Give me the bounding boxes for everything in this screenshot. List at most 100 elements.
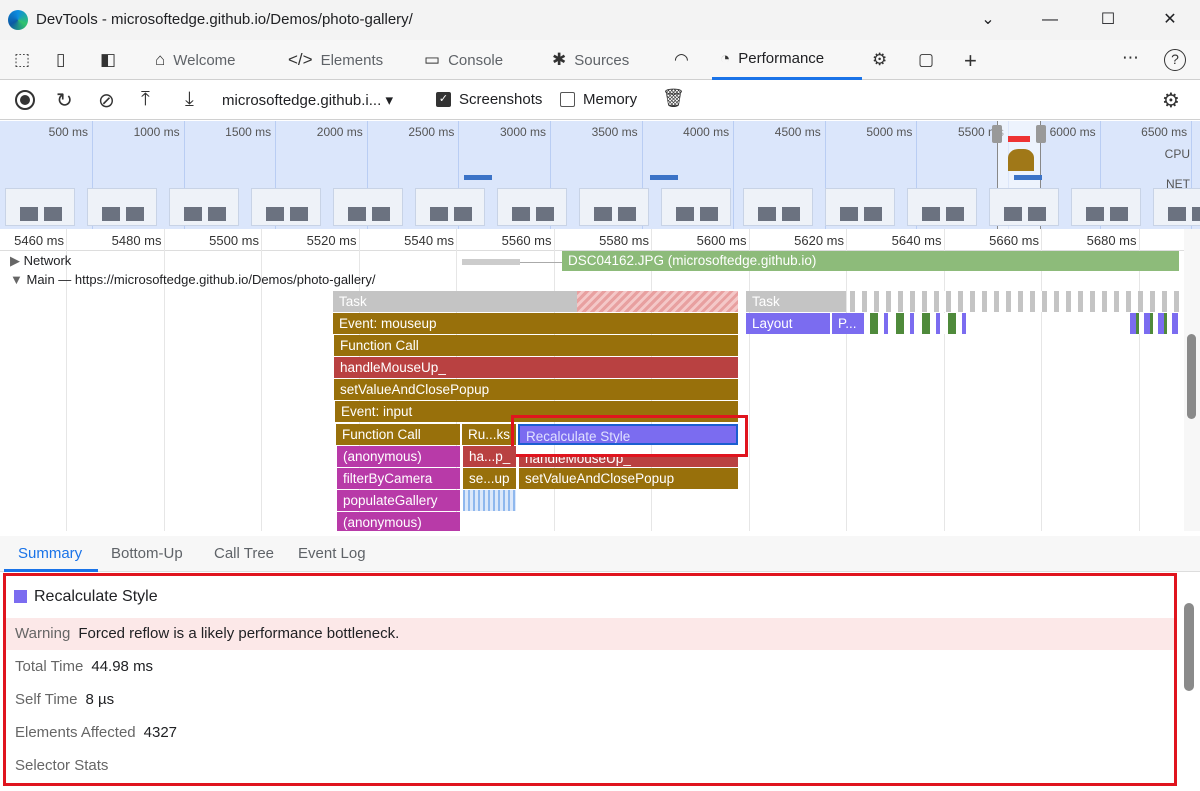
clear-icon[interactable]: ⊘ bbox=[98, 90, 115, 112]
set-value-short-bar[interactable]: se...up bbox=[463, 468, 516, 489]
screenshot-thumbnail[interactable] bbox=[989, 188, 1059, 226]
tab-call-tree[interactable]: Call Tree bbox=[214, 545, 275, 562]
function-call-bar[interactable]: Function Call bbox=[334, 335, 738, 356]
layout-bar[interactable]: Layout bbox=[746, 313, 830, 334]
settings-gear-icon[interactable]: ⚙ bbox=[1162, 90, 1180, 112]
screenshot-thumbnail[interactable] bbox=[333, 188, 403, 226]
details-tab-bar: Summary Bottom-Up Call Tree Event Log bbox=[0, 536, 1200, 572]
overview-gridline bbox=[824, 121, 826, 229]
screenshot-thumbnail[interactable] bbox=[743, 188, 813, 226]
screenshot-thumbnail[interactable] bbox=[87, 188, 157, 226]
screenshot-thumbnail[interactable] bbox=[825, 188, 895, 226]
set-value-bar[interactable]: setValueAndClosePopup bbox=[334, 379, 738, 400]
tab-elements[interactable]: </> Elements bbox=[288, 40, 383, 80]
help-icon[interactable]: ? bbox=[1164, 49, 1186, 71]
device-emulation-icon[interactable]: ▯ bbox=[56, 50, 66, 69]
network-request[interactable]: DSC04162.JPG (microsoftedge.github.io) bbox=[562, 251, 1179, 271]
network-track-toggle[interactable]: ▶ Network bbox=[10, 253, 71, 269]
right-handle[interactable] bbox=[1036, 125, 1046, 143]
tab-console[interactable]: ▭ Console bbox=[424, 40, 503, 80]
trash-icon[interactable]: 🗑 bbox=[662, 88, 685, 108]
time-gridline bbox=[1138, 229, 1140, 531]
performance-icon: ◔ bbox=[720, 48, 731, 68]
populate-gallery-bar[interactable]: populateGallery bbox=[337, 490, 460, 511]
more-icon[interactable]: ⋯ bbox=[1122, 48, 1139, 67]
overview-gridline bbox=[1099, 121, 1101, 229]
cpu-activity bbox=[1008, 149, 1034, 171]
close-button[interactable]: ✕ bbox=[1163, 11, 1177, 28]
handle-mouse-up-short-bar[interactable]: ha...p_ bbox=[463, 446, 516, 467]
screenshot-thumbnail[interactable] bbox=[497, 188, 567, 226]
memory-checkbox[interactable] bbox=[560, 92, 575, 107]
overview-gridline bbox=[366, 121, 368, 229]
minimize-button[interactable]: — bbox=[1042, 11, 1058, 28]
screenshots-label: Screenshots bbox=[459, 91, 543, 108]
target-select[interactable]: microsoftedge.github.i... ▾ bbox=[222, 91, 393, 109]
summary-panel: Recalculate Style Warning Forced reflow i… bbox=[3, 573, 1177, 786]
overview-tick-label: 1500 ms bbox=[225, 125, 272, 139]
screenshot-thumbnail[interactable] bbox=[1071, 188, 1141, 226]
time-gridline bbox=[846, 229, 847, 531]
dock-icon[interactable]: ◧ bbox=[100, 50, 117, 69]
network-request-line bbox=[520, 262, 562, 263]
upload-icon[interactable]: ⤒ bbox=[141, 88, 150, 110]
collapse-arrow-icon: ▼ bbox=[10, 272, 23, 287]
task-bar[interactable]: Task bbox=[746, 291, 846, 312]
inspect-icon[interactable]: ⬚ bbox=[14, 50, 31, 69]
memory-chip-icon[interactable]: ⚙ bbox=[872, 50, 888, 69]
summary-scrollbar[interactable] bbox=[1181, 575, 1197, 787]
screenshot-thumbnail[interactable] bbox=[579, 188, 649, 226]
record-button[interactable] bbox=[15, 90, 35, 110]
screenshot-thumbnail[interactable] bbox=[169, 188, 239, 226]
overview-tick-label: 5000 ms bbox=[866, 125, 913, 139]
memory-label: Memory bbox=[583, 91, 638, 108]
tab-summary[interactable]: Summary bbox=[18, 545, 83, 562]
tab-welcome[interactable]: ⌂ Welcome bbox=[155, 40, 236, 80]
add-tab-icon[interactable]: + bbox=[964, 48, 977, 73]
screenshot-thumbnail[interactable] bbox=[415, 188, 485, 226]
tab-performance[interactable]: ◔ Performance bbox=[712, 40, 862, 80]
set-value-bar[interactable]: setValueAndClosePopup bbox=[519, 468, 738, 489]
filter-by-camera-bar[interactable]: filterByCamera bbox=[337, 468, 460, 489]
tab-sources[interactable]: ✱ Sources bbox=[552, 40, 629, 80]
title-bar: DevTools - microsoftedge.github.io/Demos… bbox=[0, 0, 1200, 40]
tab-event-log[interactable]: Event Log bbox=[298, 545, 366, 562]
dropdown-button[interactable]: ⌄ bbox=[981, 11, 995, 28]
left-handle[interactable] bbox=[992, 125, 1002, 143]
screenshot-thumbnail[interactable] bbox=[907, 188, 977, 226]
event-mouseup-bar[interactable]: Event: mouseup bbox=[333, 313, 738, 334]
time-ruler: 5460 ms 5480 ms 5500 ms 5520 ms 5540 ms 5560 … bbox=[0, 229, 1184, 251]
screenshot-thumbnail[interactable] bbox=[251, 188, 321, 226]
overview-tick-label: 6000 ms bbox=[1049, 125, 1096, 139]
anonymous-bar[interactable]: (anonymous) bbox=[337, 512, 460, 531]
overview-gridline bbox=[641, 121, 643, 229]
paint-bar[interactable]: P... bbox=[832, 313, 864, 334]
download-icon[interactable]: ⤓ bbox=[185, 88, 194, 110]
main-track-toggle[interactable]: ▼ Main — https://microsoftedge.github.io… bbox=[10, 272, 376, 287]
flame-scrollbar[interactable] bbox=[1184, 229, 1200, 531]
network-label: Network bbox=[23, 253, 72, 268]
net-activity bbox=[1014, 175, 1042, 180]
reload-icon[interactable]: ↻ bbox=[56, 90, 73, 112]
network-wifi-icon[interactable]: ◠ bbox=[674, 50, 689, 69]
handle-mouse-up-bar[interactable]: handleMouseUp_ bbox=[334, 357, 738, 378]
summary-title: Recalculate Style bbox=[34, 588, 158, 605]
ruler-tick-label: 5520 ms bbox=[306, 233, 357, 248]
timeline-overview[interactable]: 500 ms 1000 ms 1500 ms 2000 ms 2500 ms 3000 m… bbox=[0, 121, 1200, 229]
maximize-button[interactable]: ☐ bbox=[1100, 11, 1116, 28]
handle-mouse-up-bar[interactable]: handleMouseUp_ bbox=[519, 457, 738, 467]
screenshots-checkbox[interactable]: ✓ bbox=[436, 92, 451, 107]
function-call-bar[interactable]: Function Call bbox=[336, 424, 460, 445]
run-tasks-bar[interactable]: Ru...ks bbox=[462, 424, 516, 445]
application-icon[interactable]: ▢ bbox=[918, 50, 935, 69]
ruler-tick-label: 5540 ms bbox=[404, 233, 454, 248]
recalculate-style-bar[interactable]: Recalculate Style bbox=[518, 424, 738, 445]
tab-label: Sources bbox=[574, 51, 630, 69]
bug-icon: ✱ bbox=[552, 50, 567, 69]
anonymous-bar[interactable]: (anonymous) bbox=[337, 446, 460, 467]
overview-gridline bbox=[1191, 121, 1193, 229]
tab-bottom-up[interactable]: Bottom-Up bbox=[111, 545, 183, 562]
screenshot-thumbnail[interactable] bbox=[5, 188, 75, 226]
screenshot-thumbnail[interactable] bbox=[1153, 188, 1200, 226]
screenshot-thumbnail[interactable] bbox=[661, 188, 731, 226]
